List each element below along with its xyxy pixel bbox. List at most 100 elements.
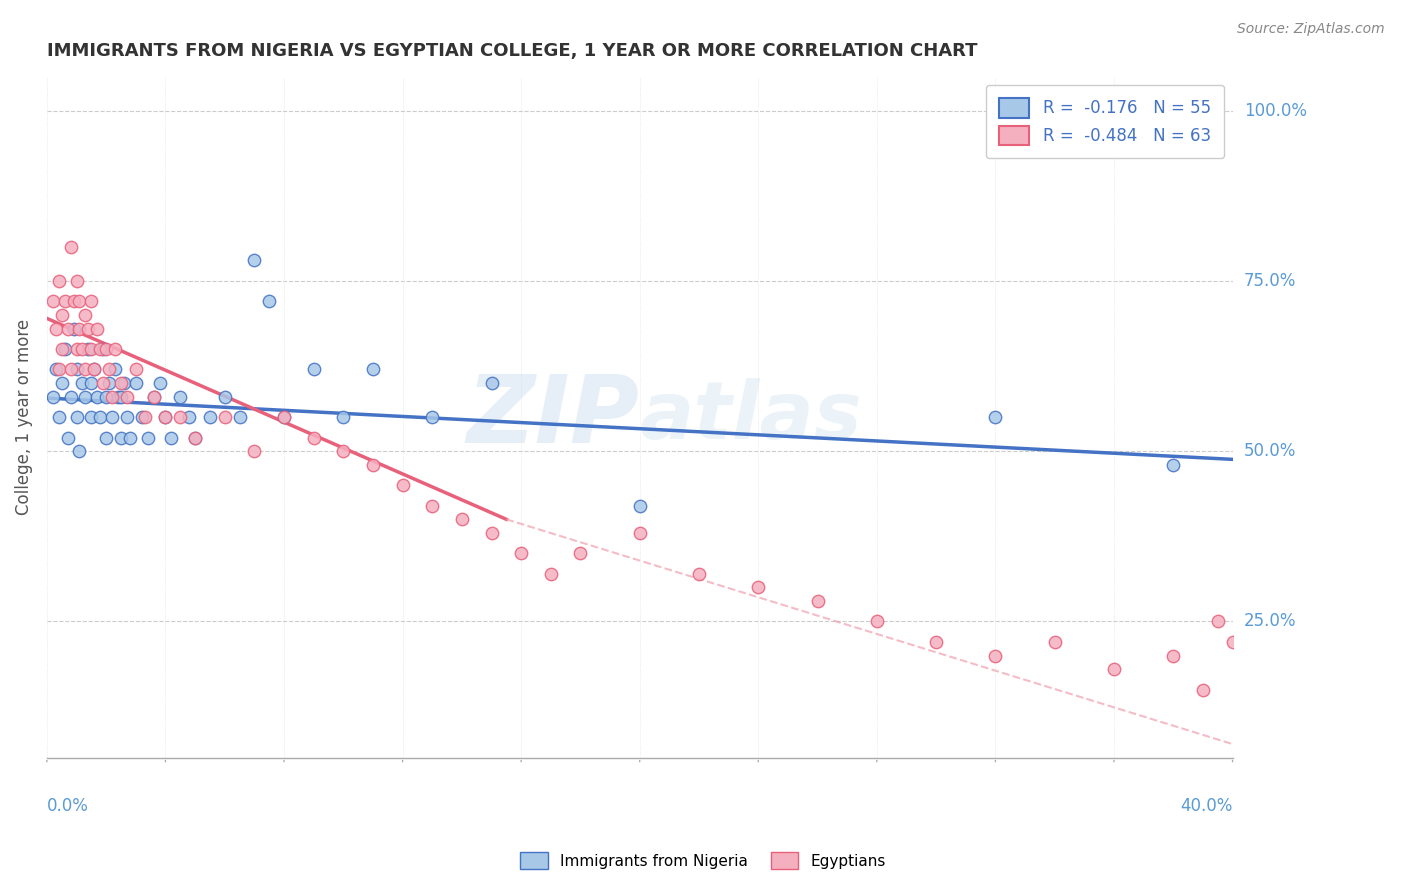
Point bbox=[1192, 682, 1215, 697]
Point bbox=[107, 390, 129, 404]
Point bbox=[110, 390, 132, 404]
Point bbox=[89, 410, 111, 425]
Point bbox=[86, 321, 108, 335]
Text: 0.0%: 0.0% bbox=[46, 797, 89, 814]
Text: 75.0%: 75.0% bbox=[1244, 272, 1296, 290]
Point bbox=[91, 342, 114, 356]
Point bbox=[65, 342, 87, 356]
Point bbox=[302, 362, 325, 376]
Point bbox=[72, 342, 94, 356]
Text: atlas: atlas bbox=[640, 378, 862, 456]
Point bbox=[77, 342, 100, 356]
Point bbox=[91, 376, 114, 390]
Point bbox=[257, 294, 280, 309]
Point bbox=[48, 362, 70, 376]
Text: ZIP: ZIP bbox=[467, 371, 640, 463]
Point bbox=[155, 410, 177, 425]
Point bbox=[332, 444, 354, 458]
Point bbox=[214, 390, 236, 404]
Point bbox=[80, 294, 103, 309]
Point bbox=[89, 342, 111, 356]
Point bbox=[450, 512, 472, 526]
Legend: R =  -0.176   N = 55, R =  -0.484   N = 63: R = -0.176 N = 55, R = -0.484 N = 63 bbox=[986, 85, 1225, 159]
Point bbox=[110, 431, 132, 445]
Point bbox=[747, 581, 769, 595]
Point bbox=[83, 362, 105, 376]
Point bbox=[104, 342, 127, 356]
Point bbox=[59, 390, 82, 404]
Point bbox=[481, 525, 503, 540]
Point bbox=[53, 342, 76, 356]
Point bbox=[136, 431, 159, 445]
Point bbox=[98, 362, 121, 376]
Point bbox=[628, 499, 651, 513]
Point bbox=[984, 410, 1007, 425]
Point bbox=[62, 321, 84, 335]
Point bbox=[98, 376, 121, 390]
Point bbox=[45, 362, 67, 376]
Point bbox=[42, 294, 65, 309]
Point bbox=[96, 431, 118, 445]
Point bbox=[1043, 635, 1066, 649]
Point bbox=[361, 458, 384, 472]
Point bbox=[806, 594, 828, 608]
Point bbox=[65, 274, 87, 288]
Point bbox=[75, 390, 97, 404]
Point bbox=[540, 566, 562, 581]
Point bbox=[62, 294, 84, 309]
Point bbox=[332, 410, 354, 425]
Point bbox=[1161, 458, 1184, 472]
Point bbox=[925, 635, 948, 649]
Point bbox=[302, 431, 325, 445]
Point bbox=[83, 362, 105, 376]
Point bbox=[273, 410, 295, 425]
Point bbox=[179, 410, 201, 425]
Point bbox=[51, 308, 73, 322]
Point bbox=[273, 410, 295, 425]
Point bbox=[184, 431, 207, 445]
Point bbox=[984, 648, 1007, 663]
Point bbox=[169, 390, 191, 404]
Point bbox=[56, 431, 79, 445]
Point bbox=[243, 444, 266, 458]
Point bbox=[125, 376, 148, 390]
Point bbox=[110, 376, 132, 390]
Legend: Immigrants from Nigeria, Egyptians: Immigrants from Nigeria, Egyptians bbox=[515, 846, 891, 875]
Point bbox=[69, 321, 91, 335]
Point bbox=[69, 294, 91, 309]
Point bbox=[118, 431, 141, 445]
Point bbox=[160, 431, 183, 445]
Point bbox=[101, 410, 124, 425]
Point bbox=[391, 478, 413, 492]
Point bbox=[1206, 615, 1229, 629]
Point bbox=[1222, 635, 1244, 649]
Point bbox=[59, 240, 82, 254]
Point bbox=[688, 566, 710, 581]
Point bbox=[59, 362, 82, 376]
Y-axis label: College, 1 year or more: College, 1 year or more bbox=[15, 319, 32, 516]
Point bbox=[228, 410, 250, 425]
Point bbox=[510, 546, 533, 560]
Point bbox=[112, 376, 135, 390]
Point bbox=[53, 294, 76, 309]
Text: 40.0%: 40.0% bbox=[1180, 797, 1233, 814]
Point bbox=[1161, 648, 1184, 663]
Point bbox=[69, 444, 91, 458]
Point bbox=[115, 410, 138, 425]
Point bbox=[243, 253, 266, 268]
Point bbox=[155, 410, 177, 425]
Point bbox=[104, 362, 127, 376]
Point bbox=[198, 410, 221, 425]
Text: 50.0%: 50.0% bbox=[1244, 442, 1296, 460]
Point bbox=[72, 376, 94, 390]
Point bbox=[101, 390, 124, 404]
Point bbox=[51, 376, 73, 390]
Point bbox=[65, 362, 87, 376]
Point bbox=[75, 362, 97, 376]
Point bbox=[569, 546, 592, 560]
Point bbox=[75, 308, 97, 322]
Point bbox=[142, 390, 165, 404]
Text: 25.0%: 25.0% bbox=[1244, 613, 1296, 631]
Point bbox=[42, 390, 65, 404]
Point bbox=[866, 615, 889, 629]
